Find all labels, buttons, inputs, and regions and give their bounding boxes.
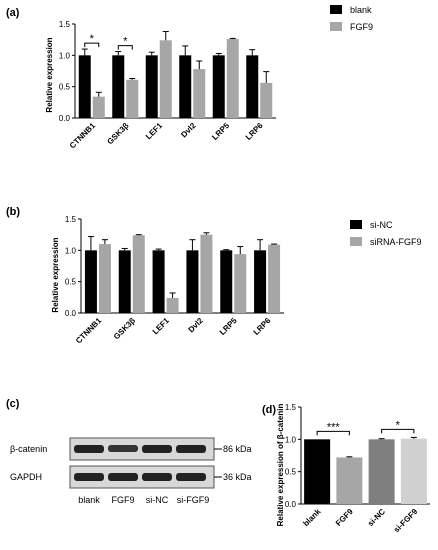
panel-b-bar-si-nc [220, 250, 233, 313]
panel-a-bar-fgf9 [159, 40, 172, 118]
panel-a-bar-blank [212, 55, 225, 118]
panel-b-bar-sirna-fgf9 [98, 244, 111, 313]
panel-d-bar-si-fgf9 [400, 438, 427, 504]
blot-lane-blank: blank [78, 495, 100, 505]
panel-label-a: (a) [6, 7, 20, 19]
panel-b-xtick-label: LRP5 [218, 316, 239, 337]
panel-a-xtick-label: CTNNB1 [68, 121, 98, 151]
panel-a-significance-bracket [84, 42, 100, 48]
panel-a-legend-label: blank [350, 5, 372, 15]
panel-d-significance-bracket [316, 430, 350, 436]
blot-row-label-beta-catenin: β-catenin [10, 444, 47, 454]
blot-lane-si-nc: si-NC [146, 495, 169, 505]
panel-d-bar-blank [304, 439, 331, 504]
panel-b-ytick-label: 0.0 [65, 309, 77, 318]
panel-b-ytick-label: 1.0 [65, 246, 77, 255]
blot-lane-fgf9: FGF9 [111, 495, 134, 505]
panel-a-xtick-label: LEF1 [144, 121, 165, 142]
panel-a-xtick-label: LRP5 [210, 121, 231, 142]
ylabel-a: Relative expression [45, 37, 54, 112]
panel-a-bar-fgf9 [126, 79, 139, 118]
panel-a-bar-blank [179, 55, 192, 118]
panel-d-bar-fgf9 [336, 457, 363, 504]
panel-b-bar-sirna-fgf9 [200, 234, 213, 313]
panel-b-bar-sirna-fgf9 [268, 244, 281, 313]
panel-b-legend-swatch [350, 237, 362, 246]
blot-size-86: 86 kDa [223, 444, 252, 454]
band-gapdh-fgf9 [108, 473, 138, 481]
panel-d-significance-bracket [381, 428, 415, 434]
panel-b-bar-sirna-fgf9 [234, 254, 247, 313]
panel-a-bar-fgf9 [193, 69, 206, 118]
blot-size-36: 36 kDa [223, 472, 252, 482]
panel-d-ytick-label: 1.5 [285, 403, 297, 412]
band-beta-catenin-fgf9 [108, 445, 138, 452]
panel-d-xtick-label: FGF9 [334, 507, 355, 528]
panel-d-bar-si-nc [368, 439, 395, 504]
panel-b-xtick-label: CTNNB1 [74, 316, 104, 346]
panel-b-bar-si-nc [254, 250, 267, 313]
panel-a-ytick-label: 1.0 [59, 51, 71, 60]
panel-b-bar-si-nc [186, 250, 199, 313]
panel-a-ytick-label: 0.5 [59, 83, 71, 92]
panel-label-d: (d) [262, 404, 276, 416]
panel-b-legend-label: si-NC [370, 220, 393, 230]
ylabel-b: Relative expression [51, 237, 60, 312]
panel-a-ytick-label: 1.5 [59, 20, 71, 29]
panel-a-legend-swatch [330, 5, 342, 14]
panel-a-legend-label: FGF9 [350, 22, 373, 32]
panel-a-bar-blank [246, 55, 259, 118]
blot-lane-si-fgf9: si-FGF9 [177, 495, 210, 505]
band-beta-catenin-si-nc [142, 445, 172, 453]
panel-b-bar-si-nc [152, 250, 165, 313]
blot-row-label-gapdh: GAPDH [10, 472, 42, 482]
band-beta-catenin-blank [74, 445, 104, 453]
panel-d-xtick-label: si-NC [366, 507, 387, 528]
band-beta-catenin-si-fgf9 [176, 445, 206, 453]
panel-b-xtick-label: LRP6 [252, 316, 273, 337]
panel-a-bar-blank [145, 55, 158, 118]
panel-b-ytick-label: 1.5 [65, 215, 77, 224]
panel-a-xtick-label: GSK3β [105, 121, 130, 146]
panel-b-xtick-label: Dvl2 [187, 316, 206, 335]
panel-d-significance-label: *** [327, 421, 341, 433]
panel-b-ytick-label: 0.5 [65, 278, 77, 287]
panel-d-xtick-label: blank [301, 507, 323, 529]
western-blot: β-catenin GAPDH 86 kDa 36 kDa blank FGF9… [10, 437, 252, 505]
panel-d-ytick-label: 0.5 [285, 468, 297, 477]
panel-a-xtick-label: Dvl2 [179, 121, 198, 140]
panel-a-significance-label: * [123, 36, 128, 48]
panel-a-bar-fgf9 [92, 96, 105, 118]
panel-a-ytick-label: 0.0 [59, 114, 71, 123]
panel-d-xtick-label: si-FGF9 [392, 507, 420, 535]
panel-label-b: (b) [6, 206, 20, 218]
panel-a-significance-bracket [117, 45, 133, 50]
panel-a-bar-blank [112, 55, 125, 118]
panel-b-legend-swatch [350, 220, 362, 229]
panel-a-bar-blank [78, 55, 91, 118]
panel-label-c: (c) [6, 398, 20, 410]
panel-b-bar-si-nc [84, 250, 97, 313]
panel-a-legend-swatch [330, 22, 342, 31]
band-gapdh-si-nc [142, 473, 172, 481]
panel-a-bar-fgf9 [226, 39, 239, 118]
panel-a-bar-fgf9 [260, 82, 273, 118]
blot-bands [74, 445, 206, 481]
panel-a-xtick-label: LRP6 [244, 121, 265, 142]
panel-a-significance-label: * [90, 33, 95, 45]
panel-b-bar-si-nc [118, 250, 131, 313]
panel-b-bar-sirna-fgf9 [132, 235, 145, 313]
panel-d-significance-label: * [396, 419, 401, 431]
band-gapdh-blank [74, 473, 104, 481]
panel-d-ytick-label: 0.0 [285, 500, 297, 509]
panel-b-xtick-label: LEF1 [151, 316, 172, 337]
ylabel-d: Relative expression of β-catenin [276, 404, 285, 527]
band-gapdh-si-fgf9 [176, 473, 206, 481]
panel-b-xtick-label: GSK3β [112, 316, 137, 341]
panel-b-bar-sirna-fgf9 [166, 297, 179, 313]
panel-b-legend-label: siRNA-FGF9 [370, 237, 422, 247]
panel-d-ytick-label: 1.0 [285, 435, 297, 444]
